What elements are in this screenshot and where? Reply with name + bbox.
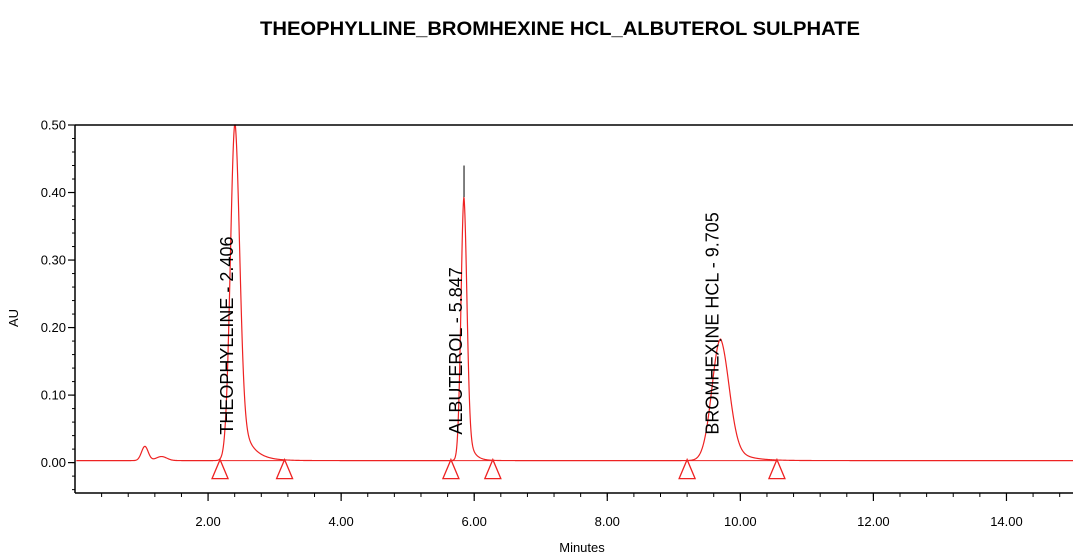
x-tick-label: 14.00 [990,514,1023,529]
y-tick-label: 0.20 [41,320,66,335]
peak-end-marker [275,457,294,480]
peak-end-marker [767,457,786,480]
x-tick-label: 12.00 [857,514,890,529]
peak-start-marker [678,457,697,480]
peak-label: ALBUTEROL - 5.847 [446,267,466,434]
x-axis-label: Minutes [559,540,605,555]
peak-label-group: ALBUTEROL - 5.847 [446,267,466,434]
x-tick-label: 6.00 [462,514,487,529]
y-tick-label: 0.00 [41,455,66,470]
x-tick-label: 4.00 [328,514,353,529]
y-tick-label: 0.30 [41,253,66,268]
x-tick-label: 10.00 [724,514,757,529]
peak-label: BROMHEXINE HCL - 9.705 [703,212,723,434]
y-tick-label: 0.10 [41,388,66,403]
peak-label: THEOPHYLLINE - 2.406 [217,237,237,435]
chromatogram-trace [76,124,1073,462]
x-tick-label: 2.00 [195,514,220,529]
peak-start-marker [441,457,460,480]
y-tick-label: 0.50 [41,118,66,133]
y-tick-label: 0.40 [41,185,66,200]
x-tick-label: 8.00 [595,514,620,529]
peak-start-marker [211,457,230,480]
peak-end-marker [483,457,502,480]
peak-label-group: THEOPHYLLINE - 2.406 [217,237,237,435]
peak-label-group: BROMHEXINE HCL - 9.705 [703,212,723,434]
chart-title: THEOPHYLLINE_BROMHEXINE HCL_ALBUTEROL SU… [260,19,860,40]
y-axis-label: AU [6,309,21,327]
